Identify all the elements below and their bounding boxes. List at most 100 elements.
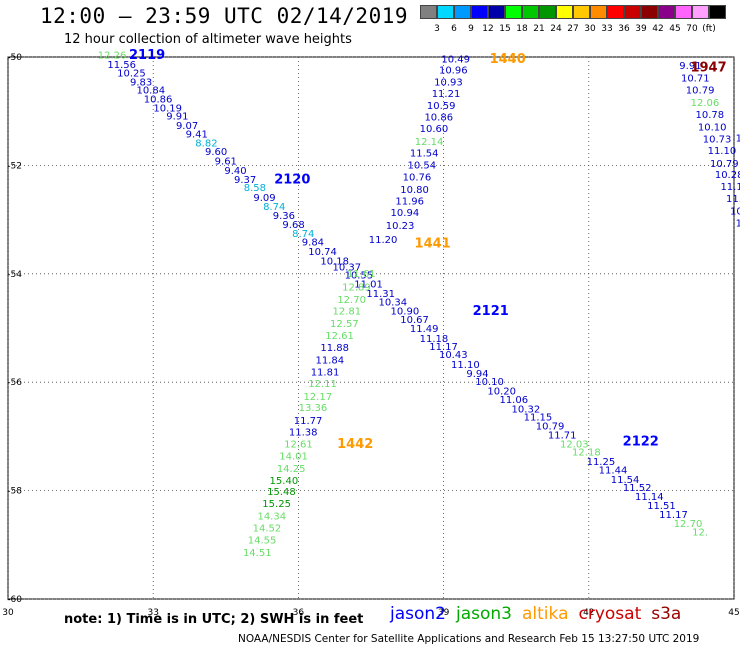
mission-legend-entry: altika — [522, 604, 569, 624]
swh-value: 10.28 — [715, 170, 740, 181]
swh-value: 9.91 — [166, 112, 188, 123]
swh-value: 9.94 — [466, 369, 488, 380]
swh-value: 10.60 — [420, 124, 449, 135]
swh-value: 9.40 — [224, 166, 246, 177]
swh-value: 10.25 — [117, 68, 146, 79]
track-id-label: 2121 — [473, 304, 509, 319]
swh-value: 12.06 — [691, 98, 720, 109]
swh-value: 10.34 — [378, 298, 407, 309]
swh-value: 11. — [726, 194, 740, 205]
swh-value: 10.19 — [153, 103, 182, 114]
colorbar-swatch — [607, 5, 624, 19]
swh-value: 10.94 — [391, 208, 420, 219]
swh-value: 12.11 — [308, 379, 337, 390]
swh-value: 12.57 — [330, 319, 359, 330]
track-id-label: 2122 — [623, 434, 659, 449]
swh-value: 10.10 — [475, 377, 504, 388]
mission-legend-entry: jason2 — [390, 604, 446, 624]
swh-value: 12.61 — [325, 331, 354, 342]
colorbar-swatch — [573, 5, 590, 19]
swh-value: 9.91 — [679, 61, 701, 72]
swh-value: 11.17 — [429, 342, 458, 353]
swh-value: 14.34 — [257, 512, 286, 523]
swh-value: 9.60 — [205, 147, 227, 158]
swh-value: 10.32 — [512, 404, 541, 415]
swh-value: 10.18 — [320, 256, 349, 267]
track-id-label: 2120 — [274, 173, 310, 188]
lon-tick-label: 36 — [293, 608, 305, 618]
swh-value: 11.88 — [320, 343, 349, 354]
swh-value: 1 — [736, 133, 740, 144]
lon-tick-label: 30 — [2, 608, 14, 618]
swh-value: 9.09 — [253, 193, 275, 204]
colorbar-label: 15 — [499, 24, 511, 34]
colorbar-swatch — [675, 5, 692, 19]
swh-value: 8.74 — [292, 229, 314, 240]
swh-value: 11.25 — [587, 457, 616, 468]
track-id-label: 1442 — [337, 437, 373, 452]
swh-value: 9.84 — [302, 237, 324, 248]
swh-value: 11.31 — [366, 289, 395, 300]
swh-value: 14.52 — [253, 524, 282, 535]
track-id-label: 1440 — [490, 52, 526, 67]
swh-value: 9.41 — [186, 130, 208, 141]
swh-value: 11.52 — [623, 483, 652, 494]
swh-value: 8.58 — [244, 183, 266, 194]
colorbar-swatch — [539, 5, 556, 19]
swh-value: 11.15 — [524, 412, 553, 423]
swh-value: 11.18 — [420, 334, 449, 345]
swh-value: 11.56 — [107, 60, 136, 71]
swh-value: 11.06 — [499, 395, 528, 406]
map-frame — [7, 56, 735, 600]
colorbar-swatch — [488, 5, 505, 19]
swh-value: 10.37 — [332, 262, 361, 273]
swh-value: 13.36 — [299, 403, 328, 414]
swh-value: 8.74 — [263, 202, 285, 213]
colorbar-swatch — [658, 5, 675, 19]
swh-value: 10.80 — [400, 185, 429, 196]
swh-value: 10.23 — [386, 221, 415, 232]
colorbar-label: 24 — [550, 24, 562, 34]
swh-value: 10.71 — [681, 74, 710, 85]
colorbar-label: 3 — [434, 24, 440, 34]
swh-value: 10.59 — [427, 101, 456, 112]
swh-value: 12.17 — [303, 392, 332, 403]
lon-tick-label: 33 — [147, 608, 158, 618]
swh-value: 14.55 — [248, 535, 277, 546]
colorbar-swatch — [590, 5, 607, 19]
colorbar-swatch — [437, 5, 454, 19]
colorbar-label: 6 — [451, 24, 457, 34]
chart-subtitle: 12 hour collection of altimeter wave hei… — [64, 32, 352, 47]
swh-value: 10.49 — [441, 55, 470, 66]
colorbar-label: 70 — [686, 24, 698, 34]
colorbar-label: 21 — [533, 24, 545, 34]
colorbar-swatch — [692, 5, 709, 19]
swh-value: 12.18 — [572, 448, 601, 459]
swh-value: 10.20 — [487, 386, 516, 397]
colorbar-label: 30 — [584, 24, 596, 34]
mission-legend-entry: s3a — [651, 604, 682, 624]
swh-value: 11.21 — [432, 89, 461, 100]
colorbar-swatch — [709, 5, 726, 19]
swh-value: 14.01 — [279, 451, 308, 462]
lat-tick-label: -58 — [7, 487, 22, 497]
colorbar-label: 36 — [618, 24, 630, 34]
swh-value: 10.73 — [703, 134, 732, 145]
swh-value: 14.25 — [277, 464, 306, 475]
colorbar-swatch — [420, 5, 437, 19]
swh-value: 10.79 — [536, 422, 565, 433]
swh-value: 11.81 — [311, 367, 340, 378]
swh-value: 10.10 — [698, 122, 727, 133]
swh-value: 12.70 — [337, 295, 366, 306]
swh-value: 12. — [692, 527, 708, 538]
colorbar-label: 27 — [567, 24, 579, 34]
swh-value: 12.70 — [674, 519, 703, 530]
swh-value: 11.1 — [720, 182, 740, 193]
swh-value: 10.86 — [144, 94, 173, 105]
swh-value: 11.61 — [347, 269, 376, 280]
colorbar-swatch — [454, 5, 471, 19]
colorbar-swatch — [522, 5, 539, 19]
colorbar-swatch — [471, 5, 488, 19]
swh-value: 9.68 — [282, 220, 304, 231]
lat-tick-label: -52 — [7, 161, 22, 171]
